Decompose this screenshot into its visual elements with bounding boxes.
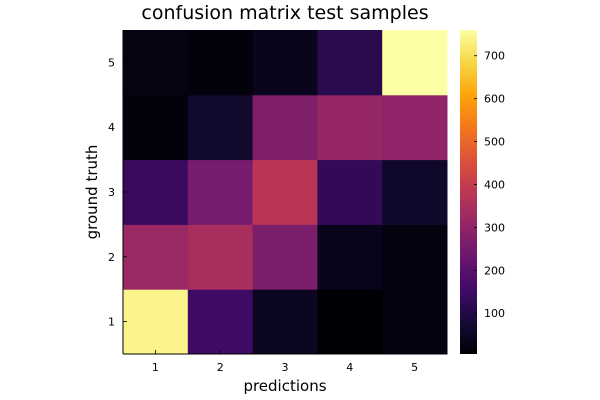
- heatmap-cell: [123, 289, 189, 355]
- heatmap-cell: [187, 159, 254, 225]
- x-tick-label: 3: [282, 361, 289, 374]
- colorbar: [460, 30, 477, 354]
- heatmap-cell: [317, 289, 383, 355]
- colorbar-tick-label: 500: [484, 136, 505, 149]
- y-tick-label: 1: [108, 316, 115, 329]
- heatmap-cell: [252, 94, 318, 161]
- x-tick-label: 4: [346, 361, 353, 374]
- heatmap-cell: [317, 159, 383, 225]
- axis-ticks: 1 2 3 4 5 1 2 3 4 5: [108, 56, 418, 374]
- heatmap-cell: [187, 30, 254, 96]
- heatmap-cell: [123, 224, 189, 290]
- heatmap-cell: [317, 224, 383, 290]
- heatmap-cell: [252, 159, 318, 225]
- x-tick-label: 5: [411, 361, 418, 374]
- heatmap-cell: [382, 289, 448, 355]
- y-tick-label: 4: [108, 121, 115, 134]
- heatmap-cell: [123, 30, 189, 96]
- colorbar-tick-label: 400: [484, 178, 505, 191]
- colorbar-tick-label: 600: [484, 93, 505, 106]
- y-tick-label: 3: [108, 186, 115, 199]
- heatmap-cell: [187, 224, 254, 290]
- colorbar-tick-label: 700: [484, 50, 505, 63]
- x-axis-label: predictions: [243, 377, 326, 395]
- heatmap-cell: [123, 159, 189, 225]
- heatmap-cell: [317, 94, 383, 161]
- heatmap-cell: [252, 224, 318, 290]
- heatmap-cell: [187, 94, 254, 161]
- heatmap-cell: [252, 289, 318, 355]
- colorbar-tick-label: 200: [484, 264, 505, 277]
- colorbar-tick-label: 100: [484, 307, 505, 320]
- x-tick-label: 2: [217, 361, 224, 374]
- heatmap-cell: [252, 30, 318, 96]
- x-tick-label: 1: [152, 361, 159, 374]
- heatmap-cell: [382, 159, 448, 225]
- heatmap-cells: [123, 30, 448, 355]
- chart-title: confusion matrix test samples: [141, 2, 428, 24]
- heatmap-cell: [382, 94, 448, 161]
- heatmap-cell: [317, 30, 383, 96]
- colorbar-ticks: 100 200 300 400 500 600 700: [474, 50, 505, 320]
- heatmap-cell: [382, 30, 448, 96]
- y-tick-label: 2: [108, 251, 115, 264]
- y-tick-label: 5: [108, 56, 115, 69]
- heatmap-cell: [123, 94, 189, 161]
- colorbar-tick-label: 300: [484, 221, 505, 234]
- heatmap-cell: [187, 289, 254, 355]
- y-axis-label: ground truth: [83, 145, 101, 240]
- heatmap-cell: [382, 224, 448, 290]
